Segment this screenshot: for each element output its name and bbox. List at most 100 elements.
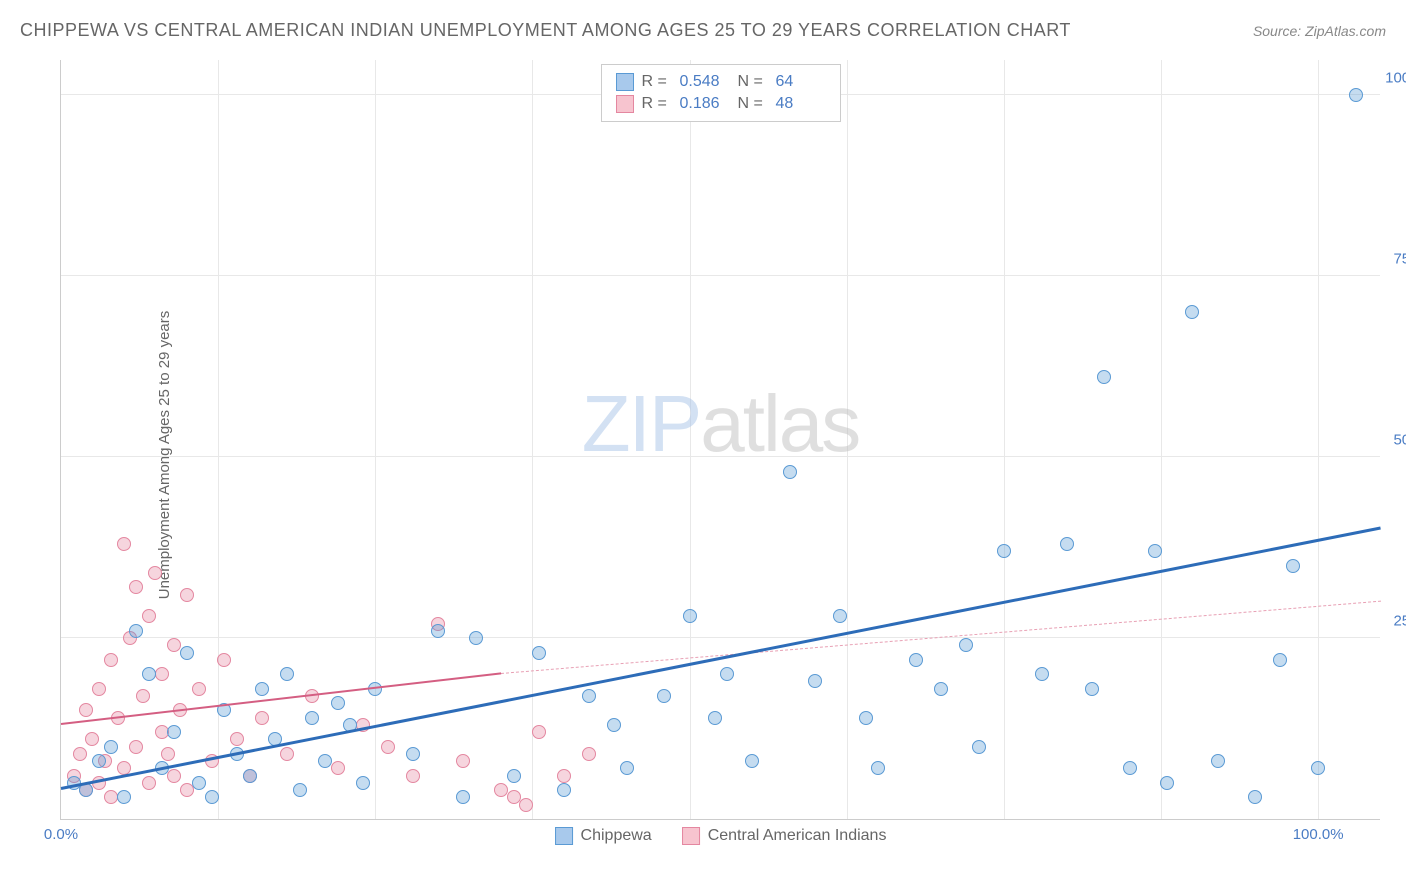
data-point — [318, 754, 332, 768]
data-point — [532, 646, 546, 660]
n-label: N = — [738, 95, 768, 113]
data-point — [104, 740, 118, 754]
data-point — [1311, 761, 1325, 775]
data-point — [142, 776, 156, 790]
data-point — [192, 682, 206, 696]
data-point — [293, 783, 307, 797]
data-point — [117, 790, 131, 804]
data-point — [683, 609, 697, 623]
data-point — [255, 682, 269, 696]
data-point — [1349, 88, 1363, 102]
gridline-vertical — [690, 60, 691, 819]
watermark-bold: ZIP — [582, 379, 700, 468]
data-point — [305, 711, 319, 725]
data-point — [582, 747, 596, 761]
r-value: 0.186 — [680, 95, 730, 113]
data-point — [557, 769, 571, 783]
gridline-vertical — [1318, 60, 1319, 819]
chart-area: Unemployment Among Ages 25 to 29 years Z… — [60, 60, 1380, 850]
legend-swatch — [616, 73, 634, 91]
data-point — [356, 776, 370, 790]
data-point — [808, 674, 822, 688]
data-point — [73, 747, 87, 761]
gridline-vertical — [1161, 60, 1162, 819]
data-point — [1085, 682, 1099, 696]
gridline-vertical — [532, 60, 533, 819]
data-point — [230, 732, 244, 746]
data-point — [92, 754, 106, 768]
data-point — [871, 761, 885, 775]
data-point — [607, 718, 621, 732]
data-point — [136, 689, 150, 703]
data-point — [456, 754, 470, 768]
gridline-vertical — [375, 60, 376, 819]
data-point — [142, 609, 156, 623]
legend-swatch — [555, 827, 573, 845]
data-point — [519, 798, 533, 812]
data-point — [934, 682, 948, 696]
data-point — [997, 544, 1011, 558]
data-point — [582, 689, 596, 703]
data-point — [255, 711, 269, 725]
data-point — [507, 769, 521, 783]
y-tick-label: 25.0% — [1393, 613, 1406, 630]
data-point — [406, 769, 420, 783]
legend-correlation: R =0.548N =64R =0.186N =48 — [601, 64, 841, 122]
data-point — [1148, 544, 1162, 558]
gridline-horizontal — [61, 456, 1380, 457]
legend-series-label: Central American Indians — [708, 827, 887, 845]
data-point — [142, 667, 156, 681]
data-point — [1211, 754, 1225, 768]
trendline — [61, 672, 501, 725]
data-point — [469, 631, 483, 645]
gridline-horizontal — [61, 637, 1380, 638]
data-point — [180, 646, 194, 660]
data-point — [1123, 761, 1137, 775]
data-point — [1097, 370, 1111, 384]
trendline — [61, 527, 1382, 791]
data-point — [217, 653, 231, 667]
data-point — [456, 790, 470, 804]
x-tick-label: 0.0% — [44, 826, 78, 843]
y-tick-label: 75.0% — [1393, 251, 1406, 268]
data-point — [657, 689, 671, 703]
data-point — [192, 776, 206, 790]
data-point — [1160, 776, 1174, 790]
legend-series: Chippewa Central American Indians — [555, 827, 887, 845]
legend-swatch — [616, 95, 634, 113]
data-point — [148, 566, 162, 580]
data-point — [155, 667, 169, 681]
r-label: R = — [642, 95, 672, 113]
data-point — [557, 783, 571, 797]
data-point — [1273, 653, 1287, 667]
legend-series-label: Chippewa — [581, 827, 652, 845]
n-value: 64 — [776, 73, 826, 91]
data-point — [129, 624, 143, 638]
y-tick-label: 50.0% — [1393, 432, 1406, 449]
data-point — [1248, 790, 1262, 804]
data-point — [745, 754, 759, 768]
data-point — [1060, 537, 1074, 551]
data-point — [909, 653, 923, 667]
data-point — [406, 747, 420, 761]
data-point — [331, 761, 345, 775]
data-point — [1185, 305, 1199, 319]
data-point — [205, 790, 219, 804]
data-point — [243, 769, 257, 783]
data-point — [280, 667, 294, 681]
data-point — [833, 609, 847, 623]
data-point — [161, 747, 175, 761]
data-point — [117, 537, 131, 551]
y-tick-label: 100.0% — [1385, 70, 1406, 87]
gridline-horizontal — [61, 275, 1380, 276]
watermark-thin: atlas — [700, 379, 859, 468]
plot-region: ZIPatlas R =0.548N =64R =0.186N =48 Chip… — [60, 60, 1380, 820]
data-point — [381, 740, 395, 754]
legend-stat-row: R =0.186N =48 — [616, 93, 826, 115]
r-value: 0.548 — [680, 73, 730, 91]
chart-title: CHIPPEWA VS CENTRAL AMERICAN INDIAN UNEM… — [20, 20, 1071, 41]
data-point — [129, 580, 143, 594]
legend-series-item: Chippewa — [555, 827, 652, 845]
data-point — [859, 711, 873, 725]
data-point — [783, 465, 797, 479]
